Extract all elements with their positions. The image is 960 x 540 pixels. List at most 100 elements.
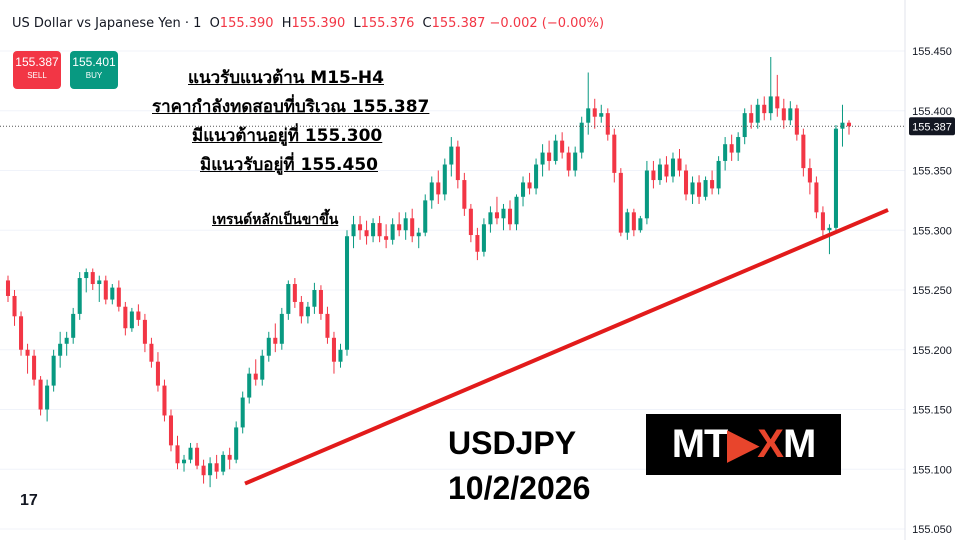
candle-body: [253, 373, 258, 380]
candle-body: [416, 232, 421, 237]
candle-body: [657, 164, 662, 181]
candle-body: [814, 182, 819, 213]
candle-body: [599, 113, 604, 117]
note-support: มิแนวรับอยู่ที่ 155.450: [200, 155, 378, 175]
candle-body: [32, 355, 37, 380]
candle-body: [71, 313, 76, 338]
change-value: −0.002 (−0.00%): [489, 16, 605, 31]
candle-body: [403, 218, 408, 231]
last-price-tag: [909, 117, 955, 136]
candle-body: [553, 140, 558, 161]
candle-body: [592, 108, 597, 117]
candle-body: [762, 104, 767, 114]
candle-body: [547, 152, 552, 161]
candle-body: [723, 144, 728, 161]
buy-button[interactable]: 155.401 BUY: [70, 51, 118, 89]
candle-body: [90, 272, 95, 285]
candle-body: [19, 316, 24, 350]
candle-body: [801, 134, 806, 169]
y-tick-label: 155.200: [912, 345, 952, 357]
candle-body: [423, 200, 428, 233]
y-tick-label: 155.300: [912, 225, 952, 237]
candle-body: [768, 96, 773, 114]
candle-body: [794, 108, 799, 135]
candle-body: [481, 224, 486, 252]
close-label: C: [422, 16, 432, 31]
trend-line: [244, 208, 889, 486]
logo-text-x: X: [757, 422, 784, 466]
candle-body: [12, 295, 17, 317]
candle-body: [560, 140, 565, 153]
candle-body: [534, 164, 539, 189]
candle-body: [501, 208, 506, 219]
y-tick-label: 155.400: [912, 106, 952, 118]
note-support-resistance-title: แนวรับแนวต้าน M15-H4: [188, 68, 384, 88]
candle-body: [142, 319, 147, 344]
candle-series: [5, 56, 852, 488]
candle-body: [697, 182, 702, 197]
candle-body: [58, 343, 63, 356]
candle-body: [488, 212, 493, 225]
candle-body: [670, 158, 675, 177]
candle-body: [318, 290, 323, 314]
candle-body: [5, 280, 11, 296]
high-label: H: [281, 16, 292, 31]
pair-label: USDJPY: [448, 425, 577, 461]
candle-body: [201, 465, 206, 476]
candle-body: [514, 196, 519, 225]
candle-body: [182, 459, 187, 464]
candle-body: [729, 144, 734, 153]
candle-body: [749, 113, 754, 123]
candle-body: [331, 337, 336, 362]
candle-body: [788, 108, 793, 121]
tradingview-logo-icon[interactable]: 17: [20, 492, 38, 509]
candle-body: [77, 278, 82, 314]
date-label: 10/2/2026: [448, 470, 591, 506]
candle-body: [260, 355, 265, 380]
candle-body: [618, 172, 623, 233]
candle-body: [299, 301, 304, 317]
sell-label: SELL: [27, 71, 47, 80]
candle-body: [442, 164, 447, 195]
logo-arrow-icon: ▶: [727, 422, 758, 466]
candle-body: [273, 337, 278, 344]
symbol-header: US Dollar vs Japanese Yen · 1 O155.390 H…: [12, 16, 604, 31]
candle-body: [807, 168, 812, 183]
candle-body: [840, 122, 845, 129]
candle-body: [103, 280, 108, 300]
candle-body: [397, 224, 402, 231]
candle-body: [162, 385, 167, 416]
candle-body: [462, 180, 467, 209]
y-tick-label: 155.050: [912, 524, 952, 536]
sell-button[interactable]: 155.387 SELL: [13, 51, 61, 89]
candle-body: [540, 152, 545, 165]
symbol-name[interactable]: US Dollar vs Japanese Yen · 1: [12, 16, 202, 31]
candle-body: [195, 447, 200, 466]
candle-body: [755, 104, 760, 123]
candle-body: [149, 343, 154, 362]
candle-body: [612, 134, 617, 173]
candle-body: [325, 313, 330, 338]
candle-body: [247, 373, 252, 398]
y-tick-label: 155.450: [912, 46, 952, 58]
candle-body: [344, 236, 350, 350]
low-label: L: [353, 16, 361, 31]
candle-body: [371, 223, 376, 237]
candle-body: [84, 272, 89, 279]
candle-body: [312, 290, 317, 307]
y-tick-label: 155.150: [912, 405, 952, 417]
high-value: 155.390: [291, 16, 346, 31]
candle-body: [579, 122, 584, 153]
candle-body: [664, 164, 669, 177]
buy-price: 155.401: [72, 55, 116, 69]
candle-body: [377, 223, 382, 237]
candle-body: [651, 170, 656, 181]
candle-body: [390, 224, 395, 240]
candle-body: [292, 284, 297, 302]
candle-body: [410, 218, 415, 237]
candle-body: [710, 180, 715, 189]
candle-body: [64, 337, 69, 344]
candle-body: [573, 152, 578, 171]
candle-body: [51, 355, 56, 386]
